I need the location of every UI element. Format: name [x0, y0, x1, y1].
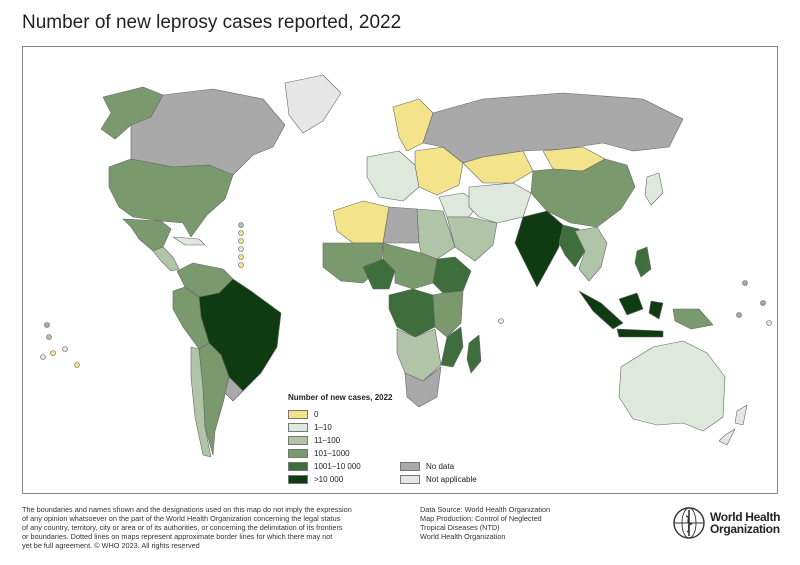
region-argentina: [198, 342, 230, 456]
legend-label: Not applicable: [426, 475, 477, 484]
disclaimer-text: The boundaries and names shown and the d…: [22, 505, 372, 550]
legend-label: 1001–10 000: [314, 462, 361, 471]
region-drc: [388, 288, 436, 338]
region-usa: [108, 158, 234, 238]
legend-swatch: [288, 475, 308, 484]
region-north-africa-west: [332, 200, 390, 244]
island-marker: [760, 300, 766, 306]
island-marker: [238, 230, 244, 236]
region-china: [530, 158, 636, 228]
island-marker: [238, 254, 244, 260]
data-source-credit: Data Source: World Health Organization M…: [420, 505, 630, 541]
world-map-svg: [40, 74, 772, 458]
legend-title: Number of new cases, 2022: [288, 393, 393, 402]
region-new-zealand: [718, 404, 748, 446]
region-madagascar: [466, 334, 482, 374]
region-libya: [382, 206, 420, 244]
legend-label: No data: [426, 462, 455, 471]
who-logo: World Health Organization: [672, 506, 782, 540]
island-marker: [742, 280, 748, 286]
island-marker: [50, 350, 56, 356]
island-marker: [498, 318, 504, 324]
legend-label: 1–10: [314, 423, 332, 432]
legend-swatch: [288, 449, 308, 458]
island-marker: [766, 320, 772, 326]
region-mozambique: [440, 326, 464, 368]
region-ethiopia: [432, 256, 472, 294]
island-marker: [238, 222, 244, 228]
region-uruguay: [224, 376, 244, 402]
who-logo-line: Organization: [710, 522, 780, 536]
region-nigeria: [362, 258, 396, 290]
region-south-africa: [404, 366, 442, 408]
legend-label: 101–1000: [314, 449, 350, 458]
region-indonesia: [578, 290, 664, 338]
region-central-america: [152, 246, 180, 272]
legend-swatch: [400, 462, 420, 471]
region-mexico: [122, 218, 172, 252]
legend-swatch: [400, 475, 420, 484]
region-australia: [618, 340, 726, 432]
region-papua: [672, 308, 714, 330]
island-marker: [44, 322, 50, 328]
region-arabian-peninsula: [446, 216, 498, 262]
disclaimer-line: of any country, territory, city or area …: [22, 523, 343, 532]
region-western-europe: [366, 150, 420, 202]
island-marker: [238, 262, 244, 268]
island-marker: [74, 362, 80, 368]
disclaimer-line: The boundaries and names shown and the d…: [22, 505, 352, 514]
region-east-africa: [432, 290, 464, 338]
source-line: Data Source: World Health Organization: [420, 505, 551, 514]
legend-label: 0: [314, 410, 319, 419]
island-marker: [238, 238, 244, 244]
island-marker: [62, 346, 68, 352]
source-line: Tropical Diseases (NTD): [420, 523, 500, 532]
map-legend: Number of new cases, 2022 0 1–10 11–100 …: [288, 393, 538, 493]
disclaimer-line: yet be full agreement. © WHO 2023. All r…: [22, 541, 200, 550]
legend-swatch: [288, 436, 308, 445]
region-russia: [422, 92, 684, 164]
region-iran-central-asia: [468, 182, 532, 224]
region-india: [514, 210, 564, 288]
source-line: Map Production: Control of Neglected: [420, 514, 542, 523]
who-emblem-icon: [673, 507, 705, 539]
legend-label: >10 000: [314, 475, 344, 484]
region-southern-africa: [396, 328, 442, 382]
disclaimer-line: or boundaries. Dotted lines on maps repr…: [22, 532, 333, 541]
who-logo-text: World Health Organization: [710, 511, 780, 535]
region-japan: [644, 172, 664, 206]
region-southeast-asia: [574, 226, 608, 282]
island-marker: [40, 354, 46, 360]
disclaimer-line: of any opinion whatsoever on the part of…: [22, 514, 341, 523]
legend-swatch: [288, 410, 308, 419]
source-line: World Health Organization: [420, 532, 506, 541]
world-map: [22, 46, 778, 494]
legend-swatch: [288, 462, 308, 471]
island-marker: [736, 312, 742, 318]
legend-label: 11–100: [314, 436, 341, 445]
island-marker: [46, 334, 52, 340]
island-marker: [238, 246, 244, 252]
map-title: Number of new leprosy cases reported, 20…: [22, 12, 402, 33]
who-logo-line: World Health: [710, 510, 781, 524]
region-philippines: [634, 246, 652, 278]
region-greenland: [284, 74, 342, 134]
region-caribbean: [172, 236, 206, 246]
legend-swatch: [288, 423, 308, 432]
